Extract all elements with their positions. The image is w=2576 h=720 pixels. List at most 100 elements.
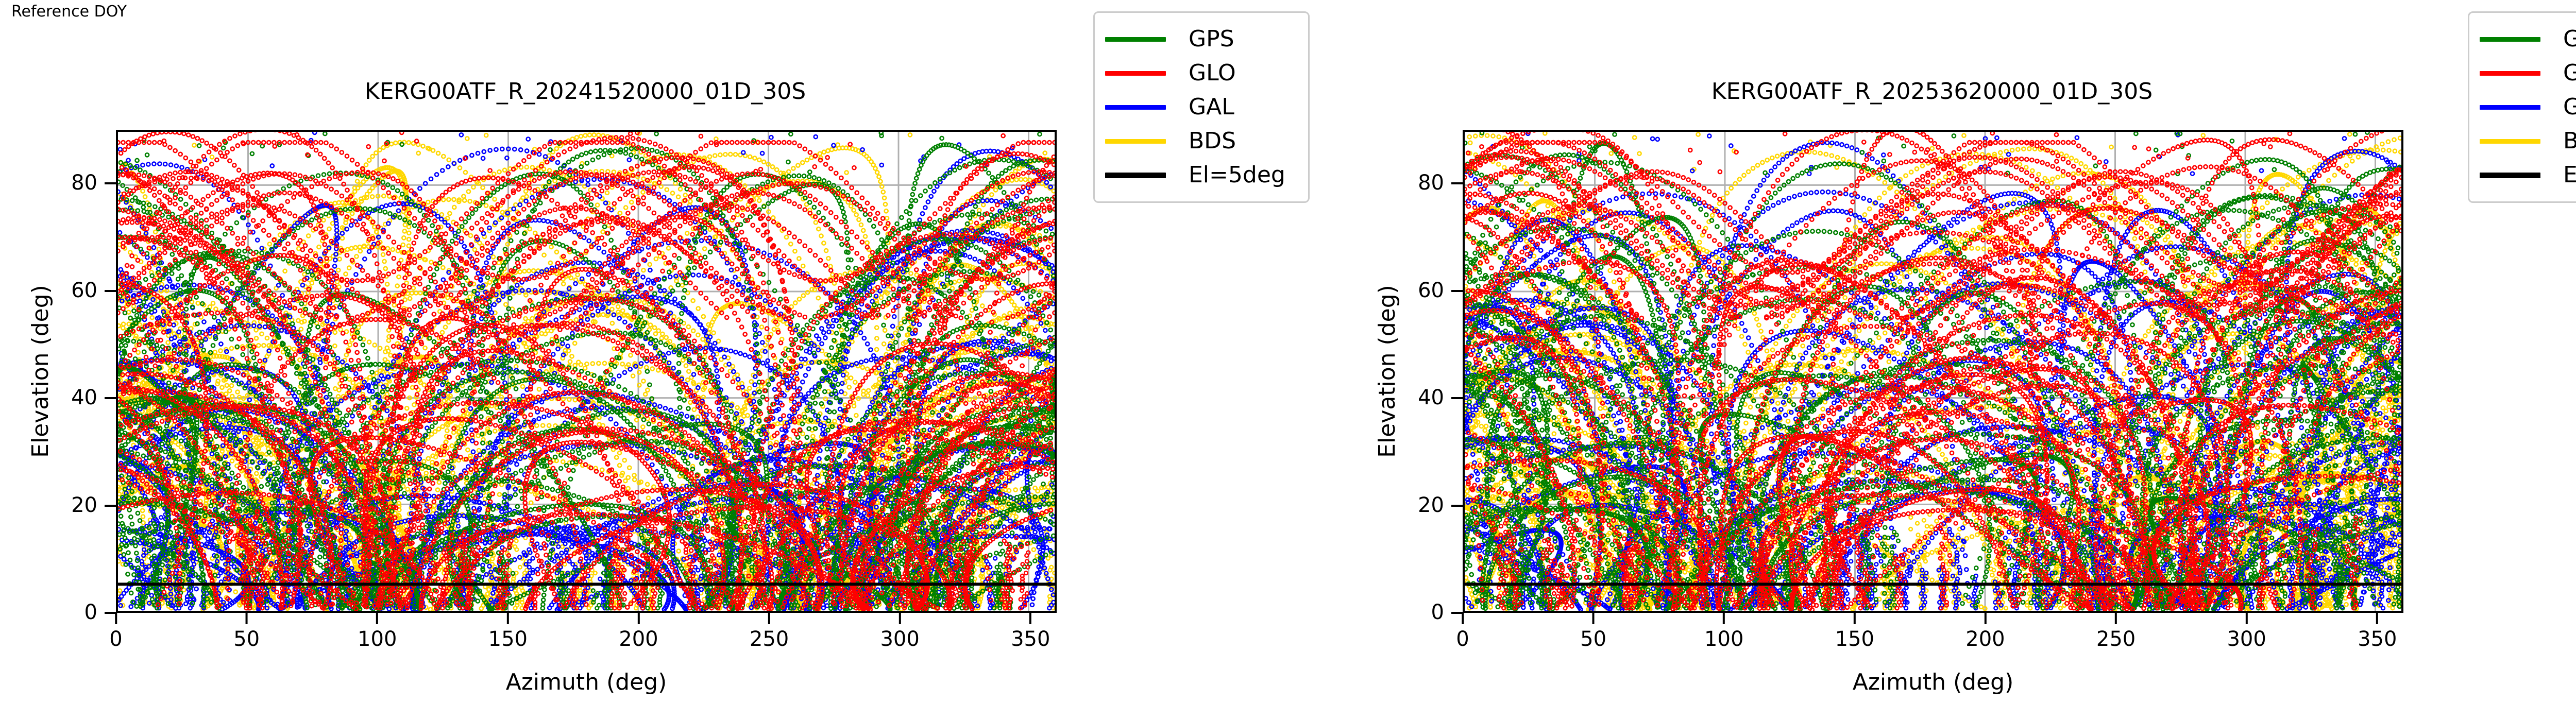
x-tick-300: 300: [2227, 613, 2266, 651]
legend-left: GPS GLO GAL BDS El=5deg: [1093, 11, 1310, 203]
legend-item-label: GPS: [1189, 28, 1234, 50]
legend-item-label: GLO: [2563, 62, 2576, 84]
y-axis-ticks-right: 0 20 40 60 80: [1347, 130, 1463, 613]
y-tick-mark: [105, 182, 116, 184]
x-tick-label: 300: [2227, 627, 2266, 651]
legend-swatch-icon: [2480, 139, 2540, 144]
y-tick-label: 60: [71, 280, 97, 301]
legend-item-label: El=5deg: [2563, 164, 2576, 186]
x-tick-label: 300: [880, 627, 919, 651]
y-axis-label-left: Elevation (deg): [28, 130, 54, 613]
x-tick-300: 300: [880, 613, 919, 651]
panel-title-right: KERG00ATF_R_20253620000_01D_30S: [1461, 78, 2403, 105]
y-tick-mark: [105, 505, 116, 507]
legend-item-glo[interactable]: GLO: [2480, 56, 2576, 90]
x-tick-mark: [1029, 613, 1031, 624]
legend-swatch-icon: [1105, 173, 1166, 178]
x-tick-mark: [1592, 613, 1595, 624]
x-tick-label: 250: [750, 627, 789, 651]
y-tick-label: 40: [1418, 387, 1444, 408]
legend-item-bds[interactable]: BDS: [1105, 124, 1298, 158]
y-axis-ticks-left: 0 20 40 60 80: [0, 130, 116, 613]
y-tick-label: 20: [71, 495, 97, 516]
plot-area-left: [116, 130, 1057, 613]
x-tick-150: 150: [1835, 613, 1874, 651]
legend-item-label: GPS: [2563, 28, 2576, 50]
legend-swatch-icon: [1105, 139, 1166, 144]
legend-item-gal[interactable]: GAL: [1105, 90, 1298, 124]
legend-right: GPS GLO GAL BDS El=5deg: [2468, 11, 2576, 203]
x-tick-mark: [376, 613, 378, 624]
legend-item-glo[interactable]: GLO: [1105, 56, 1298, 90]
x-tick-label: 0: [109, 627, 122, 651]
y-tick-mark: [1451, 505, 1463, 507]
x-tick-200: 200: [619, 613, 658, 651]
x-tick-250: 250: [750, 613, 789, 651]
x-tick-label: 150: [1835, 627, 1874, 651]
y-tick-label: 40: [71, 387, 97, 408]
x-tick-50: 50: [233, 613, 260, 651]
y-tick-mark: [1451, 290, 1463, 292]
x-tick-mark: [637, 613, 639, 624]
x-tick-350: 350: [2358, 613, 2397, 651]
y-tick-mark: [1451, 397, 1463, 399]
y-tick-label: 80: [71, 173, 97, 193]
legend-item-label: GAL: [1189, 96, 1234, 118]
x-tick-label: 350: [2358, 627, 2397, 651]
legend-item-label: BDS: [2563, 130, 2576, 152]
x-tick-label: 50: [1580, 627, 1606, 651]
y-tick-mark: [105, 290, 116, 292]
legend-swatch-icon: [2480, 105, 2540, 110]
legend-swatch-icon: [2480, 173, 2540, 178]
panel-title-left: KERG00ATF_R_20241520000_01D_30S: [114, 78, 1056, 105]
y-tick-mark: [105, 397, 116, 399]
x-tick-mark: [507, 613, 509, 624]
x-tick-mark: [899, 613, 901, 624]
y-tick-label: 0: [1431, 602, 1444, 623]
x-tick-mark: [115, 613, 117, 624]
legend-item-label: El=5deg: [1189, 164, 1285, 186]
legend-swatch-icon: [1105, 37, 1166, 42]
x-tick-150: 150: [488, 613, 528, 651]
x-tick-label: 100: [1704, 627, 1743, 651]
x-tick-50: 50: [1580, 613, 1606, 651]
legend-item-gal[interactable]: GAL: [2480, 90, 2576, 124]
x-tick-mark: [1984, 613, 1986, 624]
legend-item-el-5deg[interactable]: El=5deg: [2480, 158, 2576, 192]
legend-swatch-icon: [1105, 71, 1166, 76]
legend-swatch-icon: [2480, 71, 2540, 76]
x-tick-mark: [2376, 613, 2378, 624]
x-tick-100: 100: [1704, 613, 1743, 651]
x-tick-250: 250: [2096, 613, 2136, 651]
x-axis-label-right: Azimuth (deg): [1463, 670, 2403, 695]
legend-item-gps[interactable]: GPS: [1105, 22, 1298, 56]
plot-area-right: [1463, 130, 2403, 613]
skyplot-canvas-right: [1465, 132, 2401, 611]
x-tick-mark: [2246, 613, 2248, 624]
x-tick-label: 150: [488, 627, 528, 651]
x-tick-0: 0: [1456, 613, 1469, 651]
legend-item-label: GAL: [2563, 96, 2576, 118]
y-tick-label: 20: [1418, 495, 1444, 516]
x-tick-350: 350: [1011, 613, 1050, 651]
x-tick-0: 0: [109, 613, 122, 651]
legend-item-bds[interactable]: BDS: [2480, 124, 2576, 158]
x-tick-200: 200: [1965, 613, 2005, 651]
x-tick-mark: [2115, 613, 2117, 624]
x-tick-100: 100: [358, 613, 397, 651]
series-glo-high-band: [118, 141, 1055, 320]
legend-item-label: GLO: [1189, 62, 1236, 84]
x-tick-label: 50: [233, 627, 260, 651]
legend-item-label: BDS: [1189, 130, 1236, 152]
x-tick-mark: [1854, 613, 1856, 624]
y-tick-label: 80: [1418, 173, 1444, 193]
legend-swatch-icon: [2480, 37, 2540, 42]
legend-item-gps[interactable]: GPS: [2480, 22, 2576, 56]
x-tick-label: 350: [1011, 627, 1050, 651]
y-tick-label: 0: [84, 602, 97, 623]
x-tick-label: 0: [1456, 627, 1469, 651]
x-tick-label: 100: [358, 627, 397, 651]
legend-item-el-5deg[interactable]: El=5deg: [1105, 158, 1298, 192]
plot-panel-right: KERG00ATF_R_20253620000_01D_30S 0 20 40 60 8…: [1347, 0, 2576, 720]
legend-swatch-icon: [1105, 105, 1166, 110]
